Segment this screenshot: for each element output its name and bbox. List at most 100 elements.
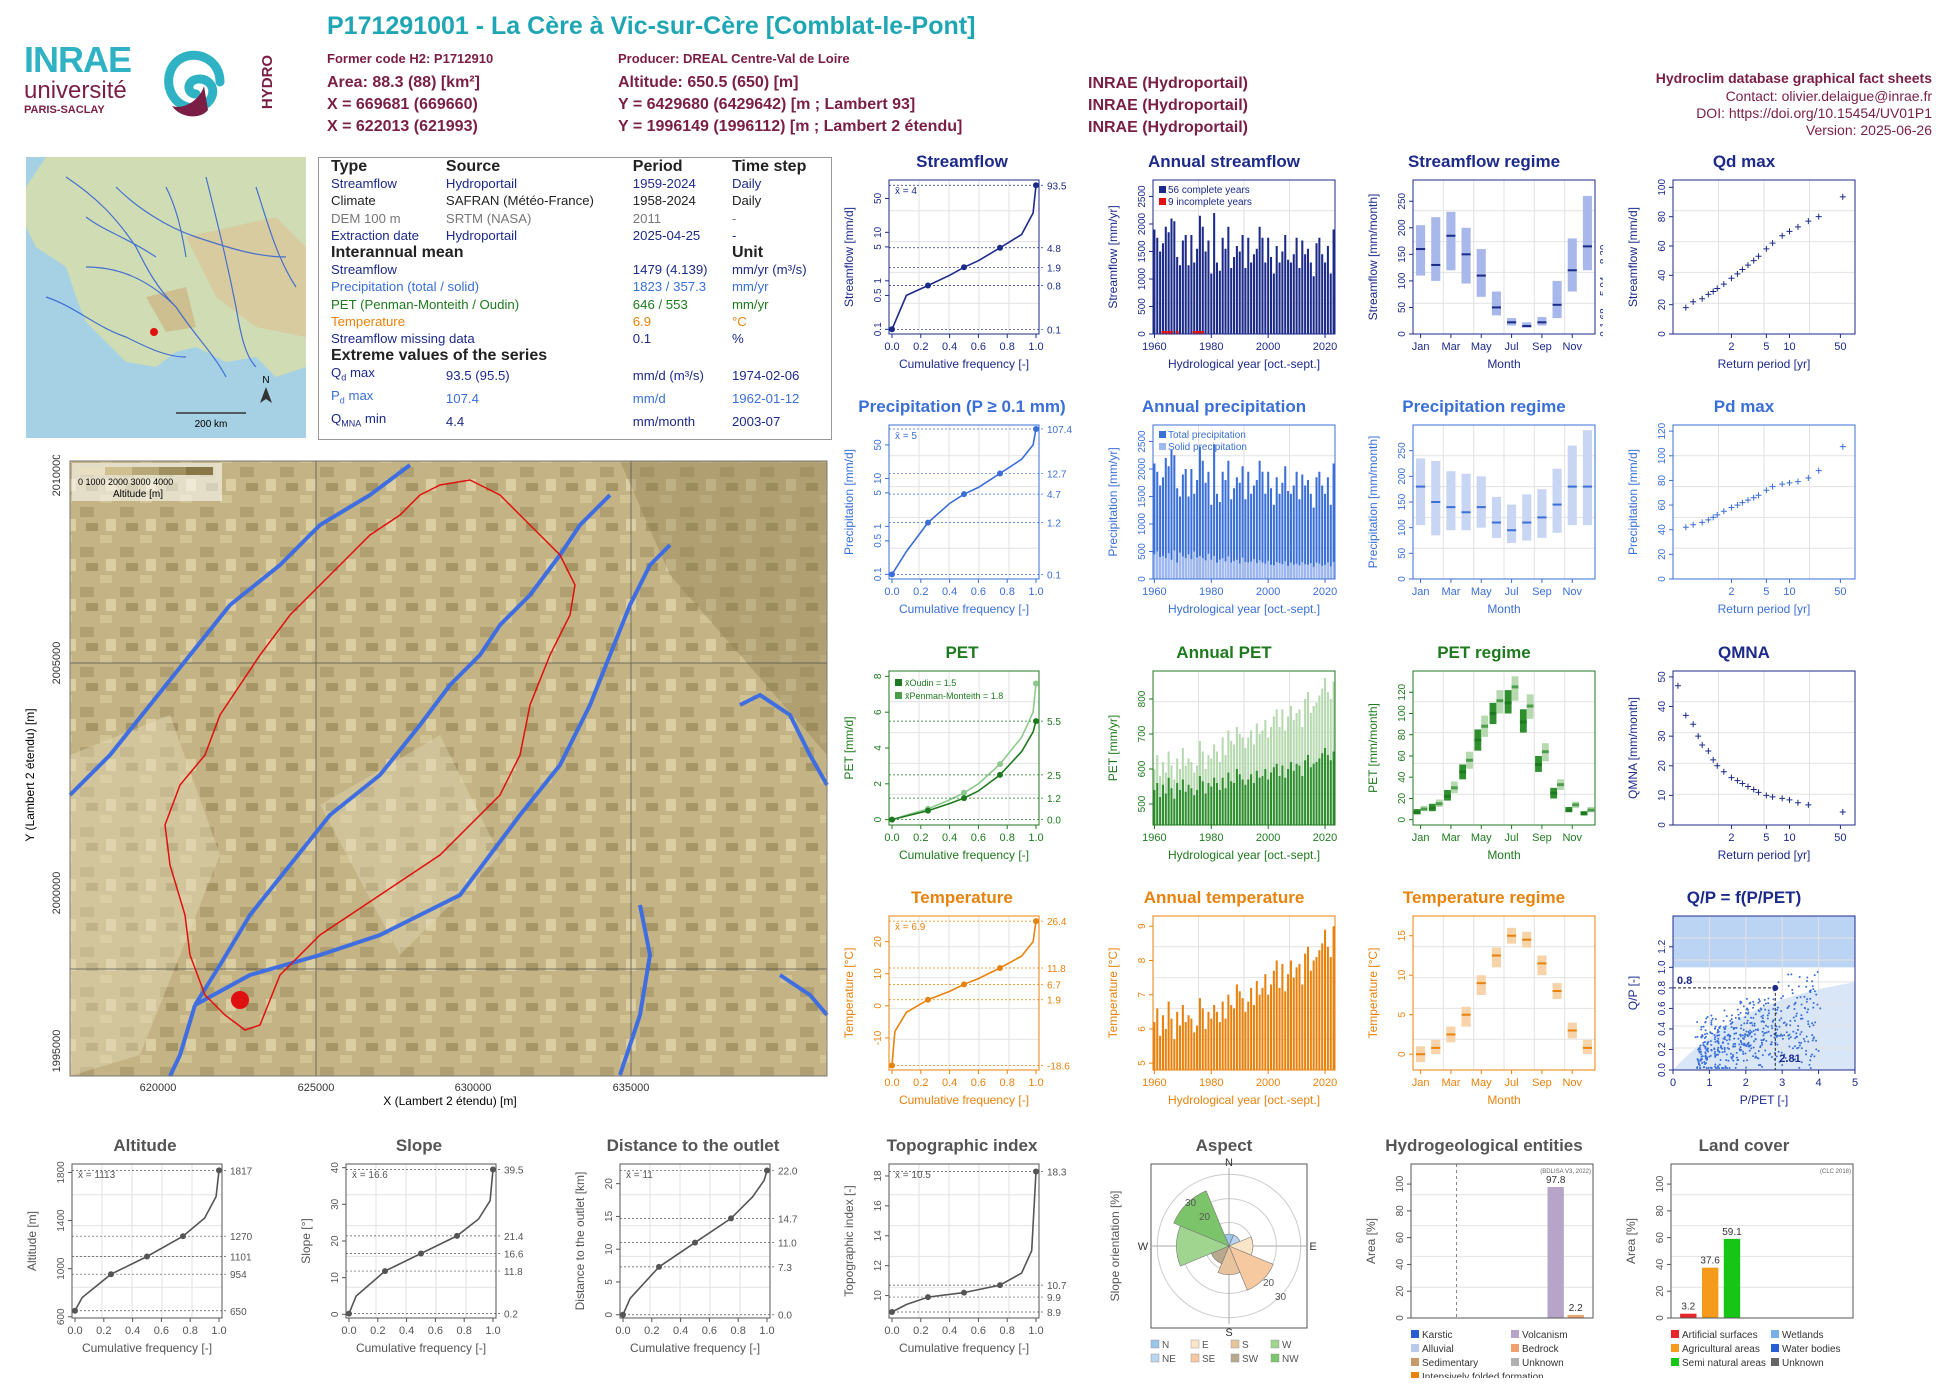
bar bbox=[1292, 485, 1295, 579]
qp-point bbox=[1792, 1016, 1795, 1019]
bar bbox=[1324, 493, 1327, 579]
qp-point bbox=[1812, 1002, 1815, 1005]
quantile-point bbox=[692, 1239, 698, 1246]
qp-point bbox=[1703, 1044, 1706, 1047]
qp-point bbox=[1723, 1009, 1726, 1012]
bar bbox=[1312, 507, 1315, 579]
quantile-point bbox=[925, 1294, 931, 1301]
qp-point bbox=[1761, 1030, 1764, 1033]
y-tick-label: 150 bbox=[1397, 246, 1408, 263]
qp-point bbox=[1764, 1002, 1767, 1005]
x-tick-label: 0 bbox=[1670, 1077, 1676, 1089]
station-title: P171291001 - La Cère à Vic-sur-Cère [Com… bbox=[327, 12, 976, 40]
qp-point bbox=[1723, 1028, 1726, 1031]
bar-solid bbox=[1306, 564, 1310, 579]
bar bbox=[1204, 1028, 1207, 1070]
y-tick-label: 0 bbox=[1657, 331, 1668, 337]
return-point bbox=[1839, 193, 1846, 200]
qp-point bbox=[1801, 1017, 1804, 1020]
x-tick-label: Jul bbox=[1505, 832, 1519, 844]
qp-point bbox=[1752, 1055, 1755, 1058]
universite-wordmark: université bbox=[24, 77, 127, 104]
qp-point bbox=[1702, 1066, 1705, 1069]
qp-point bbox=[1762, 1027, 1765, 1030]
qp-point bbox=[1739, 1000, 1742, 1003]
return-point bbox=[1786, 796, 1793, 803]
y-axis-label: Temperature [°C] bbox=[843, 948, 856, 1039]
series-line bbox=[622, 1170, 768, 1316]
x-tick-label: 0.4 bbox=[942, 1077, 957, 1089]
qp-point bbox=[1733, 1027, 1736, 1030]
qp-point bbox=[1767, 997, 1770, 1000]
regime-box bbox=[1431, 460, 1441, 536]
plot-frame bbox=[1670, 1163, 1854, 1319]
bar bbox=[1161, 784, 1164, 825]
y-tick-label: 0 bbox=[1657, 822, 1668, 828]
x-tick-label: 50 bbox=[1834, 832, 1846, 844]
qp-point bbox=[1722, 1041, 1725, 1044]
regime-box bbox=[1552, 468, 1562, 533]
logo-inrae: INRAE université PARIS-SACLAY bbox=[24, 42, 150, 120]
x-axis-label: Cumulative frequency [-] bbox=[899, 848, 1029, 862]
return-point bbox=[1755, 492, 1762, 499]
y-tick-label: 0 bbox=[1137, 331, 1148, 337]
bar bbox=[1230, 781, 1233, 825]
y-tick-label: 100 bbox=[1397, 705, 1408, 722]
return-point bbox=[1728, 275, 1735, 282]
bar bbox=[1235, 477, 1238, 579]
bar bbox=[1284, 991, 1287, 1070]
extreme-unit: mm/month bbox=[632, 413, 696, 429]
qp-point bbox=[1779, 1034, 1782, 1037]
qp-point bbox=[1748, 1033, 1751, 1036]
bar bbox=[1321, 943, 1324, 1070]
y-tick-label: 250 bbox=[1397, 442, 1408, 459]
qp-point bbox=[1745, 1066, 1748, 1069]
bar bbox=[1156, 471, 1159, 579]
bar bbox=[1227, 460, 1230, 579]
source-note: (BDLISA V3, 2022) bbox=[1540, 1169, 1591, 1175]
bar bbox=[1269, 257, 1273, 334]
qp-point bbox=[1807, 1020, 1810, 1023]
extreme-date: 1962-01-12 bbox=[731, 391, 800, 407]
bar bbox=[1207, 1011, 1210, 1070]
bar bbox=[1321, 485, 1324, 579]
bar bbox=[1241, 235, 1244, 334]
bar bbox=[1309, 262, 1312, 334]
x-axis-label: Month bbox=[1487, 602, 1520, 616]
qp-point bbox=[1760, 1039, 1763, 1042]
qp-point bbox=[1815, 1048, 1818, 1051]
bar-solid bbox=[1309, 563, 1312, 579]
quantile-point bbox=[961, 795, 967, 802]
bar bbox=[1289, 762, 1292, 825]
bar bbox=[1193, 795, 1196, 825]
credits-contact[interactable]: Contact: olivier.delaigue@inrae.fr bbox=[1725, 88, 1932, 104]
x-tick-label: Mar bbox=[1441, 341, 1460, 353]
legend-swatch bbox=[1230, 1339, 1240, 1349]
regime-box bbox=[1476, 975, 1486, 995]
bar bbox=[1238, 482, 1241, 579]
bar bbox=[1218, 502, 1221, 579]
map-ytick: 1995000 bbox=[51, 1030, 63, 1073]
x-axis-label: Cumulative frequency [-] bbox=[899, 1341, 1029, 1355]
bar-solid bbox=[1213, 555, 1216, 579]
chart-distance_outlet: 22.0 14.7 11.0 7.3 0.0 x̄ = 11 0.0 0.2 0.4 0.6 0.8… bbox=[574, 1163, 798, 1355]
return-point bbox=[1786, 228, 1793, 235]
x-tick-label: 2020 bbox=[1313, 586, 1337, 598]
bar bbox=[1159, 485, 1162, 579]
extreme-value: 93.5 (95.5) bbox=[445, 368, 510, 384]
qp-point bbox=[1802, 1037, 1805, 1040]
qp-point bbox=[1719, 1058, 1722, 1061]
credits-doi[interactable]: DOI: https://doi.org/10.15454/UV01P1 bbox=[1696, 105, 1932, 121]
qp-point bbox=[1744, 1033, 1747, 1036]
chart-precipitation: 107.4 12.7 4.7 1.2 0.1 x̄ = 5 0.0 0.2 0.4 0.6 0.8 1… bbox=[843, 424, 1072, 616]
legend-swatch bbox=[1411, 1372, 1419, 1378]
qp-point bbox=[1753, 1022, 1756, 1025]
y-tick-label: 800 bbox=[1137, 690, 1148, 707]
bar bbox=[1281, 482, 1284, 579]
regime-box bbox=[1522, 494, 1532, 541]
qp-point bbox=[1813, 1055, 1816, 1058]
return-point bbox=[1734, 270, 1741, 277]
qp-point bbox=[1744, 1044, 1747, 1047]
qp-point bbox=[1754, 1013, 1757, 1016]
bar-solid bbox=[1173, 550, 1176, 579]
